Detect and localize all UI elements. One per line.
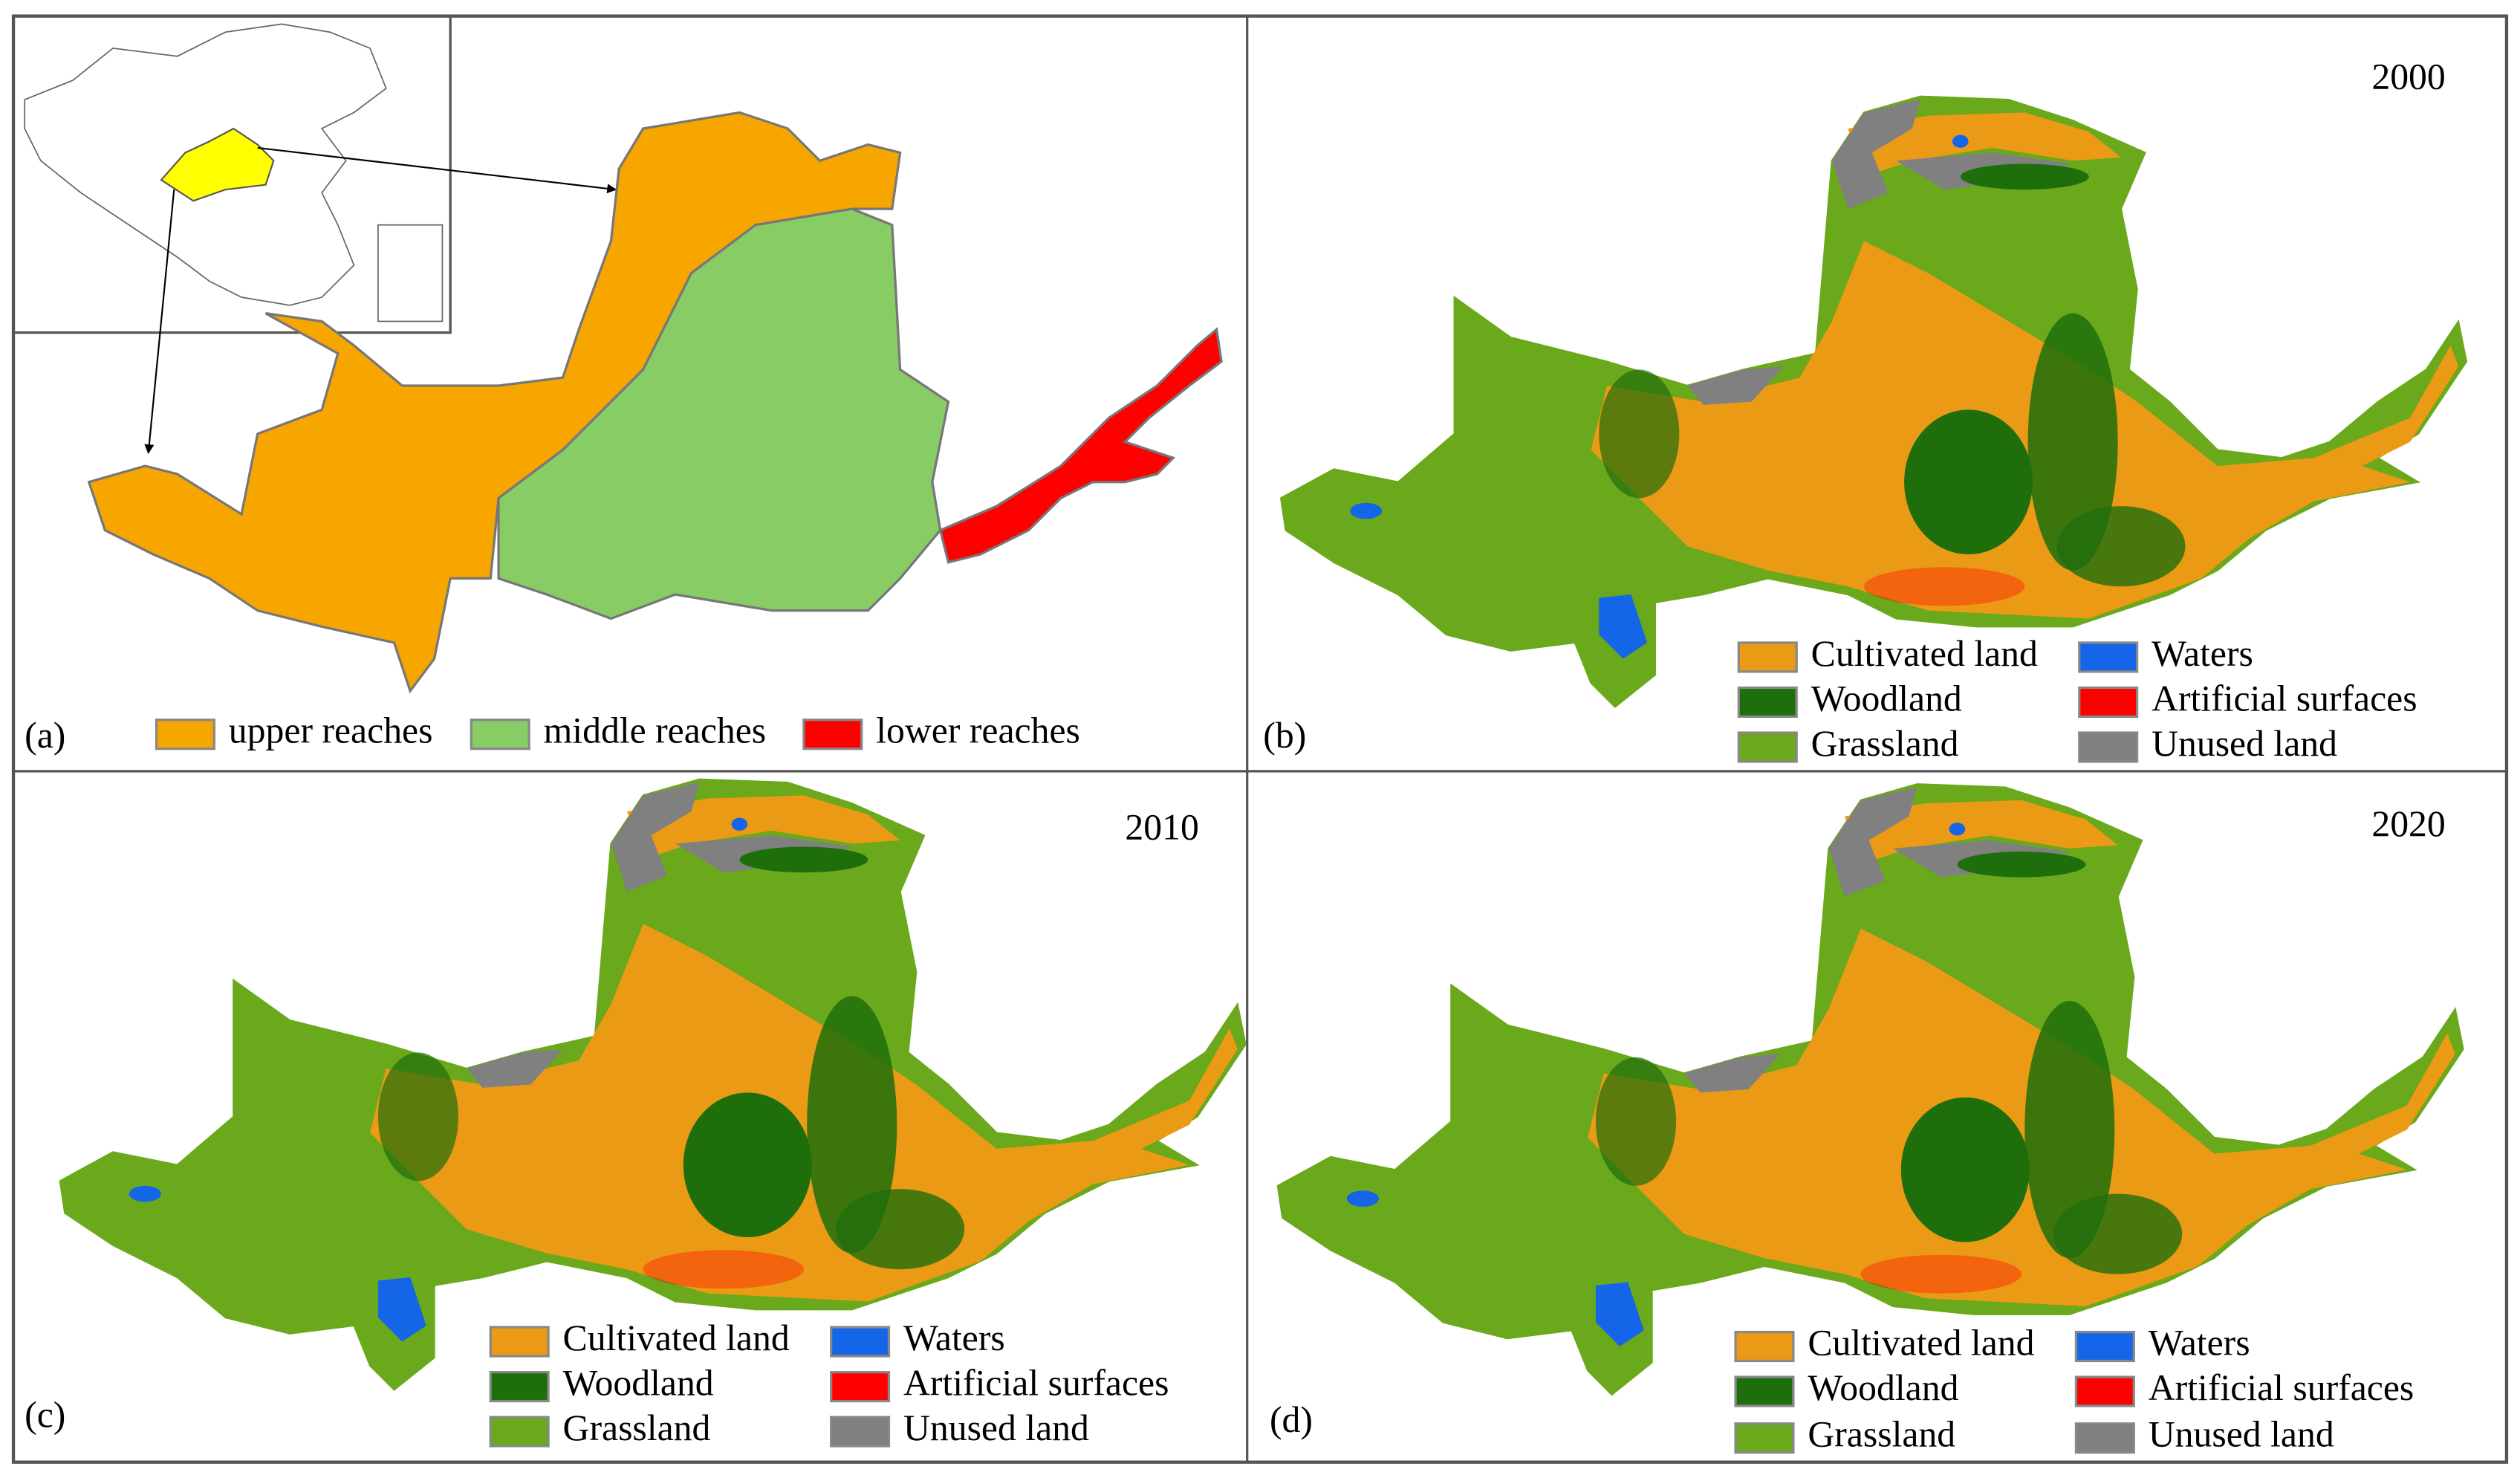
inset-map — [12, 15, 617, 455]
legend-label: Woodland — [1811, 678, 1962, 719]
land-use-map — [1280, 95, 2467, 708]
legend-swatch — [1734, 1330, 1795, 1363]
legend-label: Unused land — [2149, 1414, 2334, 1455]
legend-label: Artificial surfaces — [2152, 678, 2417, 719]
legend-swatch — [830, 1370, 891, 1403]
legend-label: Grassland — [1811, 723, 1959, 764]
legend-swatch — [155, 719, 215, 751]
legend-label: Unused land — [2152, 723, 2337, 764]
year-label: 2020 — [2371, 803, 2445, 844]
legend-swatch — [802, 719, 863, 751]
arrow — [144, 189, 175, 455]
legend-label: Grassland — [1808, 1414, 1955, 1455]
legend-swatch — [1737, 641, 1798, 673]
year-label: 2000 — [2371, 56, 2445, 97]
land-use-map — [1276, 783, 2464, 1395]
legend-swatch — [2078, 641, 2139, 673]
arrow — [257, 146, 617, 194]
legend-swatch — [489, 1326, 550, 1358]
legend-swatch — [830, 1326, 891, 1358]
legend-label: Waters — [2149, 1322, 2250, 1363]
legend-swatch — [1734, 1422, 1795, 1454]
legend-swatch — [2074, 1422, 2135, 1454]
year-label: 2010 — [1125, 806, 1198, 847]
inset-box — [377, 224, 444, 322]
legend-label: middle reaches — [544, 710, 767, 751]
legend-swatch — [2078, 686, 2139, 719]
legend-swatch — [1737, 731, 1798, 763]
lower-reaches-region — [938, 327, 1223, 564]
legend-swatch — [1734, 1375, 1795, 1407]
panel-label: (b) — [1263, 715, 1306, 756]
legend-swatch — [2074, 1330, 2135, 1363]
middle-reaches-region — [497, 207, 950, 620]
legend-label: Grassland — [563, 1407, 711, 1448]
legend-label: Artificial surfaces — [2149, 1367, 2415, 1408]
legend-swatch — [1737, 686, 1798, 719]
upper-reaches-region — [87, 111, 902, 694]
land-use-map — [59, 778, 1247, 1391]
legend-label: upper reaches — [229, 710, 433, 751]
legend-swatch — [2074, 1375, 2135, 1407]
legend-label: Cultivated land — [1808, 1322, 2034, 1363]
legend-label: Woodland — [1808, 1367, 1958, 1408]
frame — [11, 14, 2509, 1464]
legend-label: Artificial surfaces — [903, 1362, 1169, 1403]
legend-label: Waters — [2152, 633, 2253, 674]
panel-label: (a) — [25, 715, 65, 756]
legend-label: Cultivated land — [1811, 633, 2038, 674]
panel-label: (c) — [25, 1395, 65, 1436]
legend-label: Woodland — [563, 1362, 714, 1403]
inset-frame — [12, 15, 452, 334]
legend-swatch — [830, 1416, 891, 1448]
legend-label: lower reaches — [876, 710, 1080, 751]
legend-label: Unused land — [903, 1407, 1089, 1448]
basin-location — [160, 127, 275, 202]
legend-label: Waters — [903, 1317, 1005, 1358]
legend-swatch — [489, 1370, 550, 1403]
legend-swatch — [489, 1416, 550, 1448]
legend-label: Cultivated land — [563, 1317, 790, 1358]
panel-label: (d) — [1270, 1399, 1313, 1440]
legend-swatch — [2078, 731, 2139, 763]
legend-swatch — [470, 719, 530, 751]
